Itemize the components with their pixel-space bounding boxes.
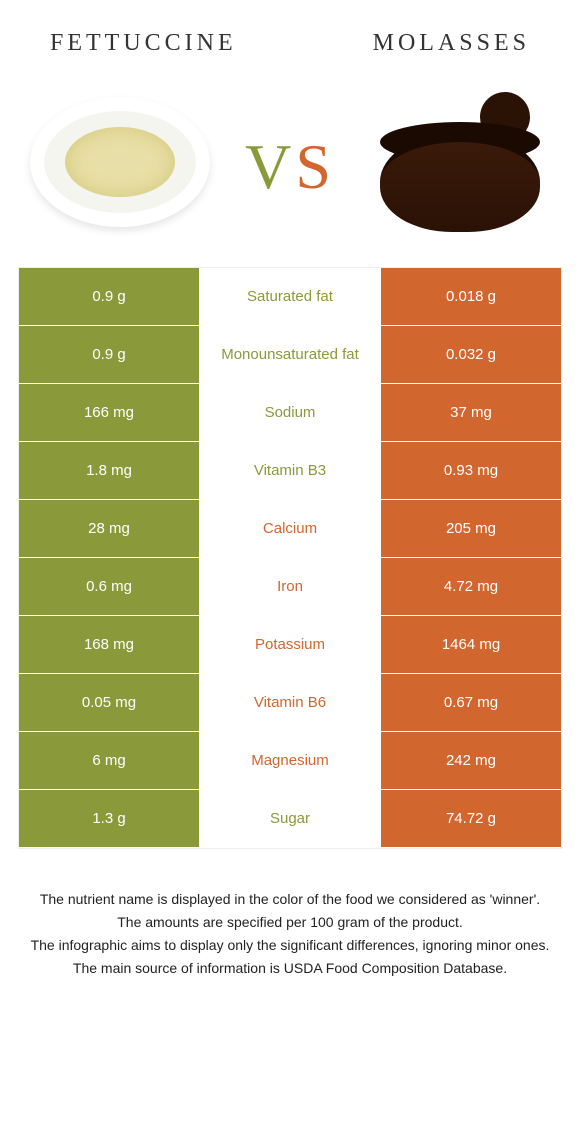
right-value: 0.93 mg (381, 442, 561, 499)
right-value: 1464 mg (381, 616, 561, 673)
right-food-title: Molasses (373, 30, 530, 57)
nutrient-label: Iron (199, 558, 381, 615)
left-value: 6 mg (19, 732, 199, 789)
nutrient-label: Magnesium (199, 732, 381, 789)
footnotes: The nutrient name is displayed in the co… (0, 849, 580, 979)
right-value: 0.67 mg (381, 674, 561, 731)
nutrient-label: Saturated fat (199, 268, 381, 325)
table-row: 0.05 mgVitamin B60.67 mg (19, 674, 561, 732)
nutrient-label: Sodium (199, 384, 381, 441)
footnote-line: The main source of information is USDA F… (30, 958, 550, 979)
left-value: 0.05 mg (19, 674, 199, 731)
table-row: 1.8 mgVitamin B30.93 mg (19, 442, 561, 500)
left-value: 0.9 g (19, 326, 199, 383)
left-value: 0.9 g (19, 268, 199, 325)
comparison-table: 0.9 gSaturated fat0.018 g0.9 gMonounsatu… (18, 267, 562, 849)
footnote-line: The nutrient name is displayed in the co… (30, 889, 550, 910)
header-row: Fettuccine Molasses (0, 0, 580, 67)
vs-v: V (245, 131, 295, 202)
table-row: 28 mgCalcium205 mg (19, 500, 561, 558)
right-value: 205 mg (381, 500, 561, 557)
nutrient-label: Vitamin B6 (199, 674, 381, 731)
right-value: 4.72 mg (381, 558, 561, 615)
left-food-image (20, 77, 220, 247)
table-row: 0.9 gMonounsaturated fat0.032 g (19, 326, 561, 384)
footnote-line: The infographic aims to display only the… (30, 935, 550, 956)
table-row: 1.3 gSugar74.72 g (19, 790, 561, 848)
vs-label: VS (245, 130, 335, 204)
table-row: 168 mgPotassium1464 mg (19, 616, 561, 674)
nutrient-label: Vitamin B3 (199, 442, 381, 499)
table-row: 0.9 gSaturated fat0.018 g (19, 268, 561, 326)
left-value: 166 mg (19, 384, 199, 441)
right-value: 0.032 g (381, 326, 561, 383)
nutrient-label: Monounsaturated fat (199, 326, 381, 383)
vs-s: S (295, 131, 335, 202)
nutrient-label: Sugar (199, 790, 381, 847)
right-value: 242 mg (381, 732, 561, 789)
nutrient-label: Calcium (199, 500, 381, 557)
right-food-image (360, 77, 560, 247)
table-row: 6 mgMagnesium242 mg (19, 732, 561, 790)
left-value: 0.6 mg (19, 558, 199, 615)
table-row: 166 mgSodium37 mg (19, 384, 561, 442)
nutrient-label: Potassium (199, 616, 381, 673)
left-value: 168 mg (19, 616, 199, 673)
right-value: 0.018 g (381, 268, 561, 325)
right-value: 37 mg (381, 384, 561, 441)
left-food-title: Fettuccine (50, 30, 237, 57)
images-row: VS (0, 67, 580, 267)
right-value: 74.72 g (381, 790, 561, 847)
left-value: 1.8 mg (19, 442, 199, 499)
left-value: 1.3 g (19, 790, 199, 847)
table-row: 0.6 mgIron4.72 mg (19, 558, 561, 616)
footnote-line: The amounts are specified per 100 gram o… (30, 912, 550, 933)
left-value: 28 mg (19, 500, 199, 557)
